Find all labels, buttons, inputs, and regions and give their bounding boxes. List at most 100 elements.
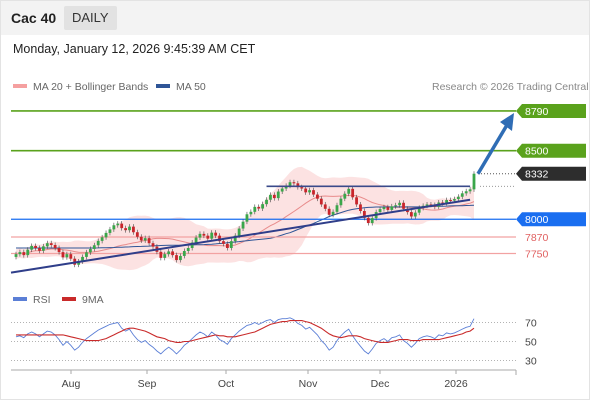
candle-body (139, 236, 143, 241)
candle-body (128, 226, 131, 231)
candle-body (398, 202, 402, 206)
candle-body (413, 212, 417, 217)
candle-body (171, 251, 174, 256)
level-label-8500: 8500 (525, 146, 549, 158)
x-tick-Nov: Nov (299, 378, 318, 390)
candle-body (366, 217, 370, 224)
candle-body (206, 235, 210, 239)
candle-body (77, 261, 81, 265)
rsi-ma-line (16, 320, 475, 343)
candle-body (104, 232, 108, 238)
rsi-tick-70: 70 (525, 318, 537, 330)
candle-body (460, 193, 464, 197)
candle-body (81, 256, 84, 262)
legend-rsi-ma-label: 9MA (82, 294, 104, 306)
candle-body (175, 255, 178, 261)
candle-body (159, 251, 163, 258)
rsi-swatch (13, 297, 27, 302)
level-label-8000: 8000 (525, 214, 549, 226)
candle-body (124, 228, 128, 231)
candle-body (30, 245, 34, 250)
candle-body (335, 205, 339, 212)
candle-body (288, 182, 292, 186)
candle-body (241, 221, 245, 229)
candle-body (22, 252, 26, 256)
candle-body (319, 198, 323, 205)
candle-body (222, 241, 225, 244)
candle-body (386, 207, 390, 210)
candle-body (57, 248, 61, 253)
candle-body (34, 245, 37, 248)
projection-arrow-head (500, 112, 514, 131)
candle-body (198, 233, 202, 238)
candle-body (304, 188, 308, 193)
x-tick-Sep: Sep (138, 378, 157, 390)
candle-body (135, 232, 139, 237)
x-tick-Dec: Dec (371, 378, 390, 390)
candle-body (120, 223, 124, 229)
candle-body (453, 199, 456, 201)
candle-body (26, 249, 30, 256)
candle-body (179, 255, 182, 261)
candle-body (378, 209, 382, 213)
candle-body (272, 194, 276, 199)
candle-body (61, 252, 65, 258)
rsi-line (15, 317, 475, 355)
candle-body (280, 188, 284, 192)
candle-body (355, 197, 358, 205)
candle-body (417, 207, 421, 213)
level-tag-8000 (516, 212, 586, 227)
candle-body (441, 202, 445, 204)
candle-body (253, 206, 257, 212)
candle-body (182, 251, 186, 256)
candle-body (249, 211, 253, 215)
candle-body (132, 226, 135, 233)
rsi-tick-50: 50 (525, 337, 537, 349)
candle-body (269, 194, 272, 200)
candle-body (186, 248, 190, 252)
candle-body (308, 190, 311, 193)
candle-body (229, 241, 233, 248)
trendline (10, 198, 471, 274)
candle-body (276, 191, 280, 199)
candle-body (425, 204, 429, 206)
candle-body (370, 218, 374, 224)
candle-body (339, 198, 343, 206)
candle-body (327, 208, 331, 215)
candle-body (445, 200, 448, 204)
x-tick-Oct: Oct (218, 378, 234, 390)
candle-body (245, 214, 249, 222)
candle-body (163, 254, 167, 258)
candle-body (382, 207, 386, 210)
candle-body (92, 245, 96, 249)
x-tick-2026: 2026 (444, 378, 468, 390)
symbol-title: Cac 40 (11, 10, 57, 26)
candle-body (261, 204, 265, 209)
candle-body (85, 252, 88, 257)
level-label-8332: 8332 (525, 169, 549, 181)
candle-body (390, 206, 394, 210)
candle-body (316, 194, 319, 199)
candle-body (14, 254, 18, 257)
level-label-7750: 7750 (525, 248, 549, 260)
candle-body (359, 204, 362, 211)
legend-ma50-label: MA 50 (176, 81, 206, 93)
candle-body (53, 244, 57, 248)
candle-body (190, 242, 194, 248)
candle-body (343, 193, 347, 199)
ma50-swatch (156, 84, 170, 89)
candle-body (409, 212, 413, 217)
candle-body (472, 173, 476, 190)
candle-body (331, 211, 335, 215)
ma20-swatch (13, 84, 27, 89)
candle-body (100, 237, 104, 241)
period-button[interactable]: DAILY (64, 6, 117, 30)
bollinger-band (16, 166, 474, 271)
candle-body (112, 225, 116, 230)
level-label-8790: 8790 (525, 106, 549, 118)
credit-text: Research © 2026 Trading Central (432, 81, 589, 93)
projection-arrow (476, 124, 509, 175)
candle-body (312, 190, 315, 195)
candle-body (210, 232, 214, 239)
